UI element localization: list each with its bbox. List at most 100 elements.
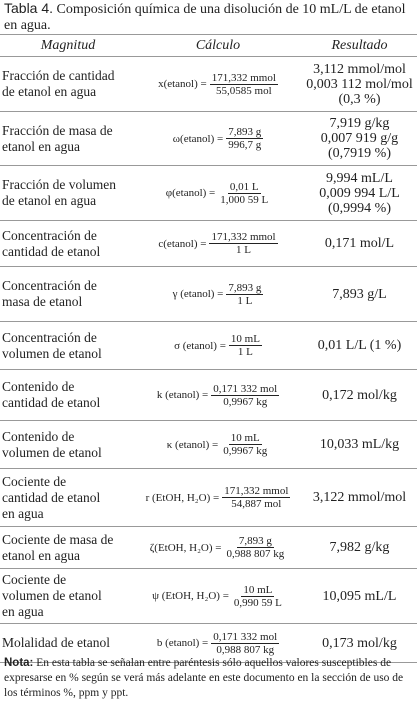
table-row: Concentración de masa de etanol γ (etanol)… xyxy=(0,267,417,322)
result-cell: 7,919 g/kg 0,007 919 g/g (0,7919 %) xyxy=(302,116,417,161)
calc-lhs: ζ(EtOH, H₂O) = xyxy=(149,541,222,554)
magnitude-line: volumen de etanol xyxy=(2,588,102,603)
denominator: 0,9967 kg xyxy=(223,445,268,457)
table-row: Cociente de masa de etanol en agua ζ(EtOH,… xyxy=(0,527,417,569)
fraction: 10 mL 0,990 59 L xyxy=(232,584,284,609)
fraction: 171,332 mmol 55,0585 mol xyxy=(209,71,278,97)
numerator: 10 mL xyxy=(228,333,262,346)
result-line: 9,994 mL/L xyxy=(326,170,393,186)
numerator: 171,332 mmol xyxy=(209,231,278,244)
calc-cell: φ(etanol) = 0,01 L 1,000 59 L xyxy=(134,181,302,206)
caption-text: Composición química de una disolución de… xyxy=(4,2,406,33)
numerator: 0,01 L xyxy=(227,180,261,194)
header-cell: Resultado xyxy=(331,38,388,53)
numerator: 171,332 mmol xyxy=(209,71,278,85)
magnitude-cell: Fracción de masa de etanol en agua xyxy=(0,123,134,155)
fraction: 7,893 g 0,988 807 kg xyxy=(224,535,286,560)
magnitude-line: cantidad de etanol xyxy=(2,489,101,505)
calc-lhs: γ (etanol) = xyxy=(172,288,224,300)
fraction: 171,332 mmol 54,887 mol xyxy=(222,485,291,510)
fraction: 0,171 332 mol 0,988 807 kg xyxy=(211,630,280,656)
denominator: 0,9967 kg xyxy=(223,395,268,408)
fraction: 0,01 L 1,000 59 L xyxy=(218,181,270,206)
magnitude-line: Molalidad de etanol xyxy=(2,635,110,650)
table-row: Molalidad de etanol b (etanol) = 0,171 332… xyxy=(0,624,417,663)
magnitude-cell: Cociente de volumen de etanol en agua xyxy=(0,572,134,620)
magnitude-line: Concentración de xyxy=(2,329,97,345)
result-cell: 7,982 g/kg xyxy=(302,540,417,555)
note-text: En esta tabla se señalan entre paréntesi… xyxy=(4,657,404,699)
calc-lhs: c(etanol) = xyxy=(158,237,207,250)
calc-lhs: x(etanol) = xyxy=(158,78,207,90)
magnitude-line: Cociente de xyxy=(2,473,67,489)
header-cell: Cálculo xyxy=(195,37,241,53)
calc-cell: c(etanol) = 171,332 mmol 1 L xyxy=(134,231,302,256)
calc-cell: ω(etanol) = 7,893 g 996,7 g xyxy=(134,126,302,151)
denominator: 0,988 807 kg xyxy=(226,548,285,560)
header-row: Magnitud Cálculo Resultado xyxy=(0,35,417,57)
fraction: 7,893 g 996,7 g xyxy=(226,126,264,151)
result-line: 10,095 mL/L xyxy=(322,588,397,604)
magnitude-line: Concentración de xyxy=(2,278,97,293)
magnitude-line: etanol en agua xyxy=(2,138,80,154)
result-cell: 0,171 mol/L xyxy=(302,236,417,251)
result-line: (0,3 %) xyxy=(338,91,381,107)
result-line: (0,9994 %) xyxy=(328,200,391,216)
table-row: Cociente de volumen de etanol en agua ψ (Et… xyxy=(0,569,417,624)
result-line: 3,122 mmol/mol xyxy=(312,490,407,505)
numerator: 171,332 mmol xyxy=(222,485,291,498)
table: Magnitud Cálculo Resultado Fracción de cant… xyxy=(0,34,417,663)
result-cell: 3,122 mmol/mol xyxy=(302,490,417,505)
calc-lhs: k (etanol) = xyxy=(156,389,209,401)
magnitude-cell: Concentración de cantidad de etanol xyxy=(0,228,134,260)
magnitude-line: en agua xyxy=(2,505,44,521)
table-row: Fracción de masa de etanol en agua ω(etano… xyxy=(0,112,417,166)
result-line: 10,033 mL/kg xyxy=(319,437,400,452)
denominator: 0,988 807 kg xyxy=(216,643,275,656)
result-cell: 0,172 mol/kg xyxy=(302,388,417,403)
table-row: Fracción de cantidad de etanol en agua x(e… xyxy=(0,57,417,112)
result-line: 0,01 L/L (1 %) xyxy=(317,338,402,353)
magnitude-line: Fracción de masa de xyxy=(2,122,113,138)
numerator: 7,893 g xyxy=(236,535,274,548)
result-cell: 9,994 mL/L 0,009 994 L/L (0,9994 %) xyxy=(302,171,417,216)
magnitude-cell: Cociente de cantidad de etanol en agua xyxy=(0,474,134,522)
numerator: 0,171 332 mol xyxy=(211,382,280,396)
magnitude-line: volumen de etanol xyxy=(2,444,102,460)
table-row: Concentración de cantidad de etanol c(etan… xyxy=(0,221,417,267)
denominator: 1 L xyxy=(236,244,252,256)
magnitude-cell: Concentración de volumen de etanol xyxy=(0,330,134,362)
denominator: 1,000 59 L xyxy=(220,193,269,206)
calc-cell: σ (etanol) = 10 mL 1 L xyxy=(134,333,302,358)
calc-cell: x(etanol) = 171,332 mmol 55,0585 mol xyxy=(134,72,302,97)
fraction: 10 mL 0,9967 kg xyxy=(221,432,269,457)
result-line: 7,919 g/kg xyxy=(329,116,390,131)
magnitude-line: Contenido de xyxy=(2,428,75,444)
magnitude-cell: Concentración de masa de etanol xyxy=(0,278,134,310)
numerator: 0,171 332 mol xyxy=(211,630,280,644)
magnitude-line: Concentración de xyxy=(2,227,97,243)
calc-cell: k (etanol) = 0,171 332 mol 0,9967 kg xyxy=(134,383,302,408)
result-line: 7,893 g/L xyxy=(332,286,387,302)
numerator: 7,893 g xyxy=(226,281,264,295)
numerator: 10 mL xyxy=(241,583,275,597)
calc-lhs: κ (etanol) = xyxy=(166,438,219,451)
table-row: Contenido de cantidad de etanol k (etanol)… xyxy=(0,370,417,421)
calc-cell: r (EtOH, H₂O) = 171,332 mmol 54,887 mol xyxy=(134,485,302,510)
caption: Tabla 4. Composición química de una diso… xyxy=(4,0,414,34)
fraction: 10 mL 1 L xyxy=(228,333,262,358)
result-line: 0,007 919 g/g xyxy=(320,131,399,146)
caption-label: Tabla 4. xyxy=(4,0,54,16)
denominator: 0,990 59 L xyxy=(233,596,282,609)
header-cell: Magnitud xyxy=(40,37,96,53)
magnitude-cell: Fracción de volumen de etanol en agua xyxy=(0,177,134,209)
magnitude-line: volumen de etanol xyxy=(2,345,102,361)
table-row: Cociente de cantidad de etanol en agua r (E… xyxy=(0,469,417,527)
denominator: 54,887 mol xyxy=(231,498,282,510)
result-line: 0,003 112 mol/mol xyxy=(306,76,413,92)
result-line: 3,112 mmol/mol xyxy=(313,61,406,77)
magnitude-line: Cociente de masa de xyxy=(2,531,114,547)
magnitude-cell: Cociente de masa de etanol en agua xyxy=(0,532,134,564)
